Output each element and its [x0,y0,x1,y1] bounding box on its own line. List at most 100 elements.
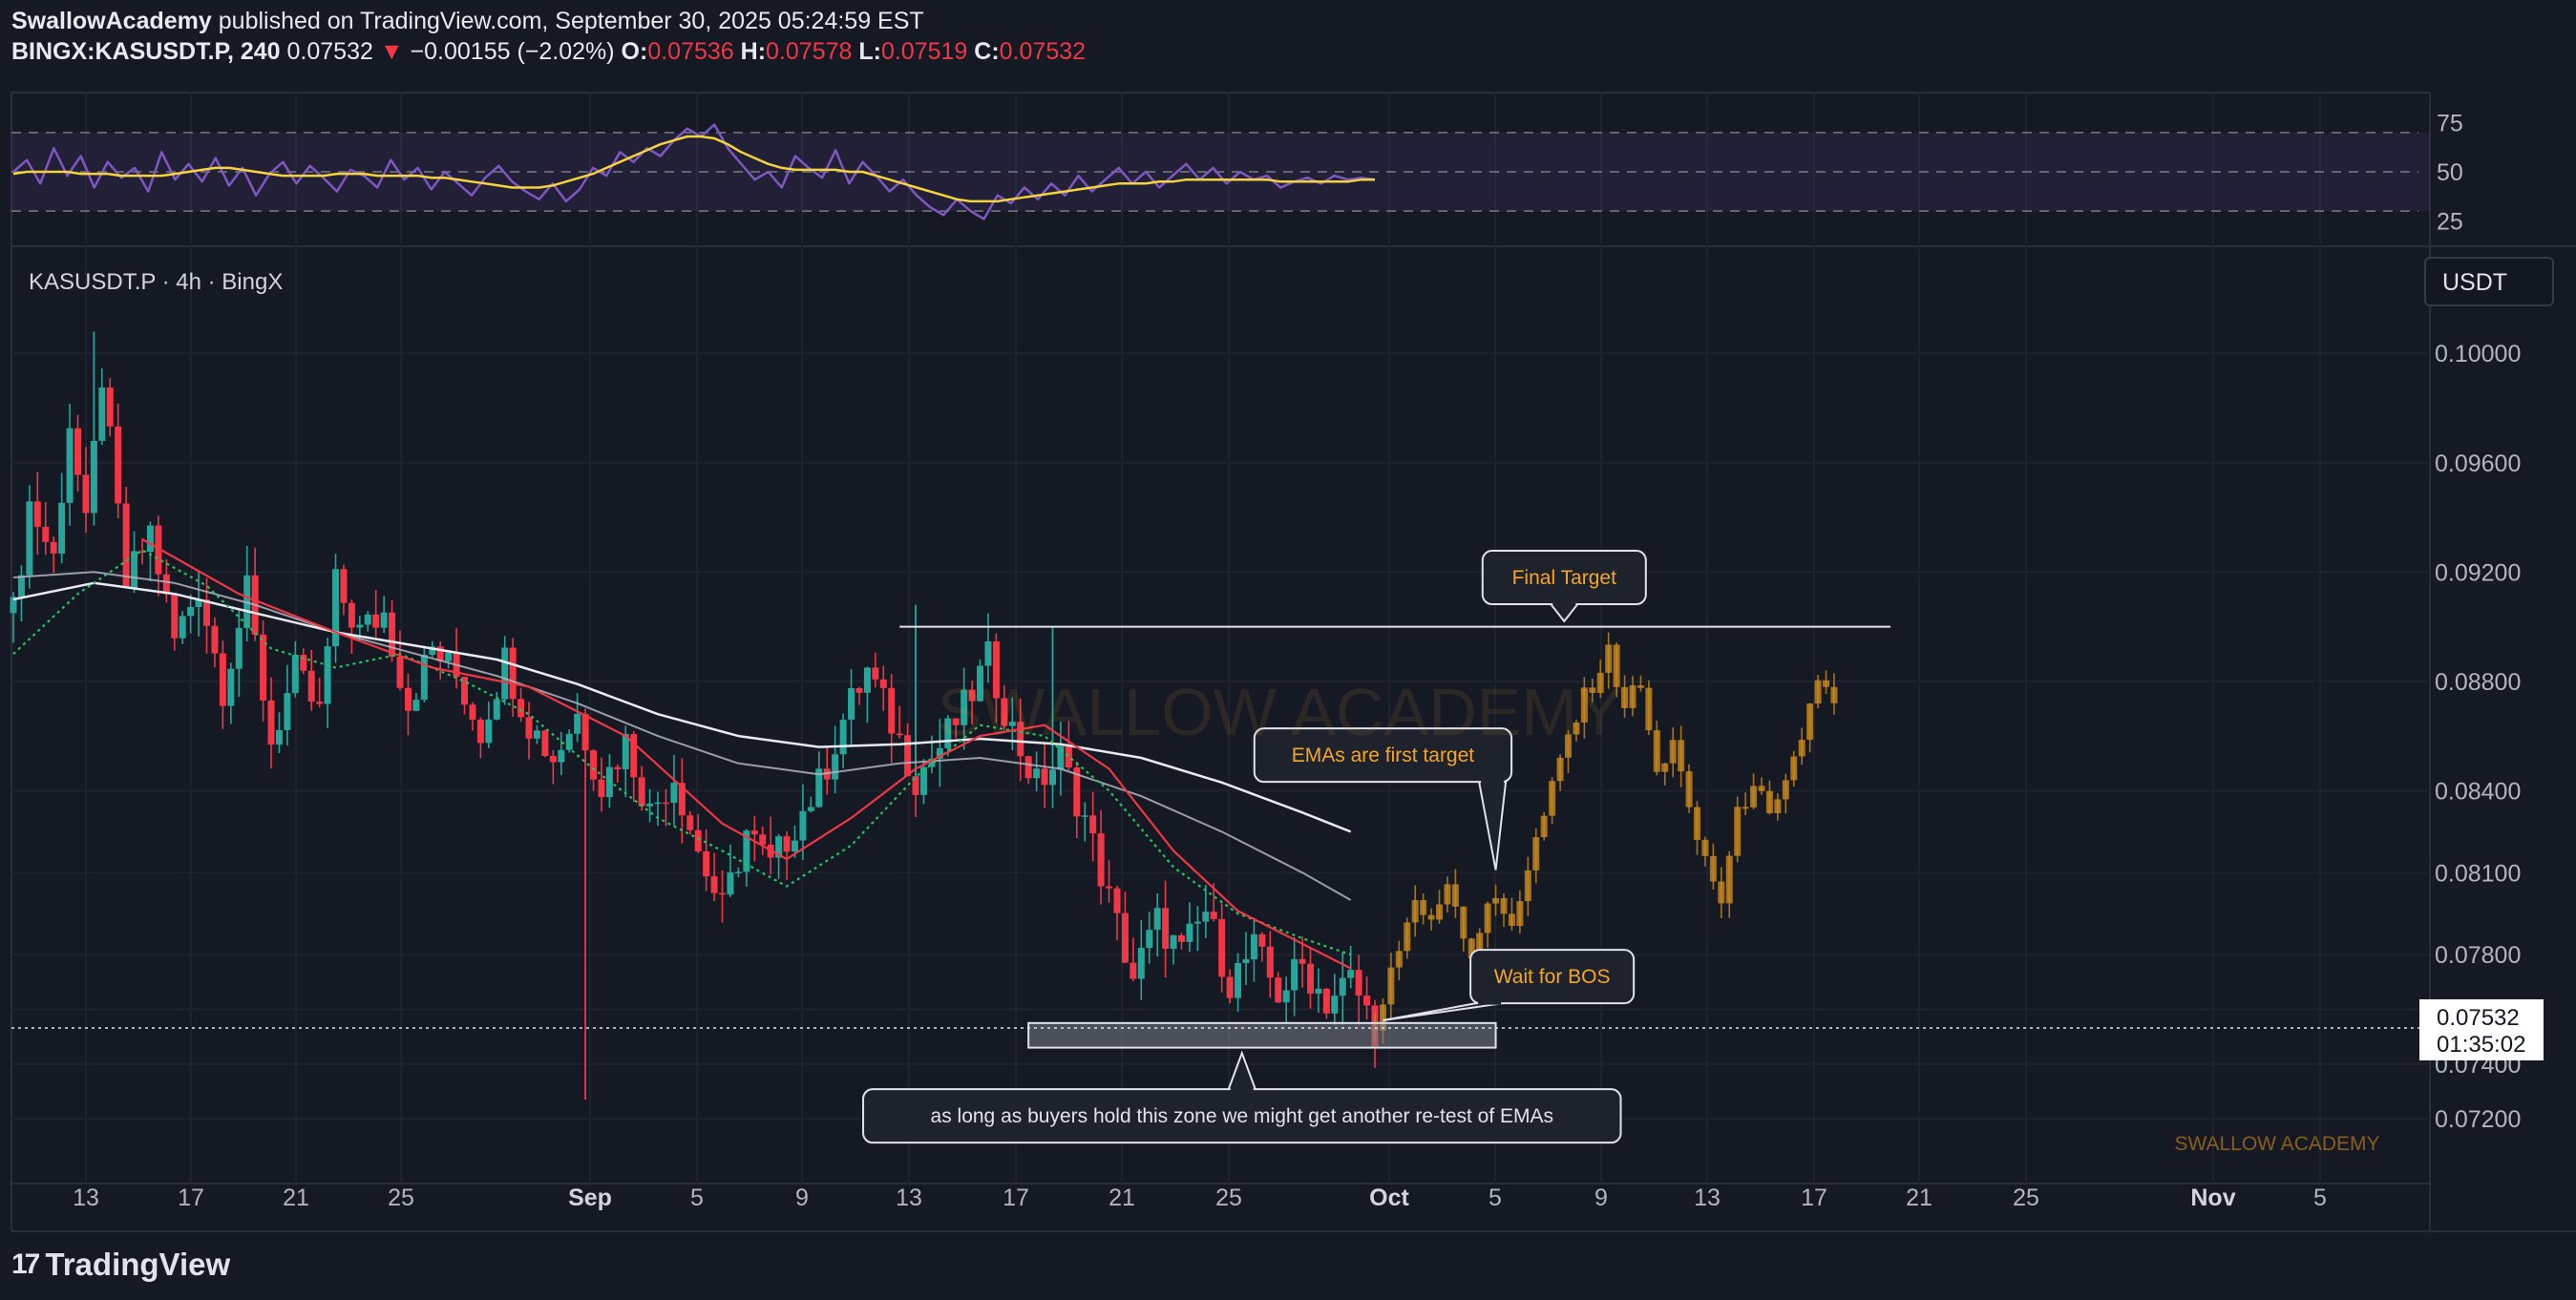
candle-body [275,730,283,745]
price-change: −0.00155 (−2.02%) [403,38,622,65]
candle-body [1315,988,1322,995]
candle-body [919,766,927,795]
candle-body [155,525,162,575]
candle-body [1153,908,1161,931]
projection-candle [1750,786,1758,807]
candle-body [98,388,106,441]
projection-candle [1636,685,1644,688]
candle-body [1057,745,1065,770]
candle-body [74,428,82,475]
candle-body [879,679,887,688]
candle-body [549,756,557,763]
grid [11,92,2576,1232]
candle-body [340,569,348,603]
candle-body [332,569,340,647]
candle-body [710,876,718,893]
candle-body [783,836,791,852]
candle-body [461,677,469,705]
candle-body [1210,912,1217,919]
close-value: 0.07532 [999,38,1087,65]
ema-fast-line [141,538,1352,970]
candle-body [614,766,622,770]
currency-label: USDT [2442,269,2507,296]
projection-candle [1524,870,1531,902]
candle-body [485,719,493,744]
candle-body [1162,908,1170,950]
candle-body [1106,886,1113,889]
rsi-axis-label: 50 [2437,159,2463,186]
projection-candle [1484,903,1491,933]
projection-candle [1782,780,1789,800]
candle-body [1137,948,1145,979]
price-tag-value: 0.07532 [2437,1005,2520,1031]
price-panel[interactable] [10,331,2431,1100]
projection-candle [1565,734,1573,758]
candle-body [429,646,436,656]
candle-body [284,693,291,731]
annotation-callout: as long as buyers hold this zone we migh… [862,1050,1622,1144]
candle-body [1242,959,1250,963]
candle-body [58,502,66,554]
candle-body [42,526,50,542]
candle-body [807,807,814,811]
candle-body [961,689,968,725]
candle-body [832,754,839,780]
candle-body [324,646,331,704]
ohlc-bar: BINGX:KASUSDT.P, 240 0.07532 ▼ −0.00155 … [11,38,1086,66]
candle-body [1266,946,1274,978]
annotations: Final Target EMAs are first target Wait fo… [862,550,1647,1144]
candle-body [1235,962,1242,998]
projection-candle [1701,839,1709,856]
rsi-line [12,123,1376,220]
candle-body [517,699,525,718]
currency-button[interactable] [2424,257,2554,306]
projection-candle [1725,855,1733,904]
callout-pointer [1227,1050,1257,1091]
candle-body [1081,815,1088,817]
candle-body [412,700,420,711]
candle-body [1331,996,1339,1014]
candle-body [509,647,517,700]
time-axis-label: Sep [568,1185,612,1211]
callout-box [1469,949,1636,1005]
candle-body [662,802,669,805]
close-label: C: [967,38,1000,65]
candle-body [727,872,734,895]
candle-body [968,689,976,702]
candle-body [404,687,412,711]
annotation-callout: Wait for BOS [1383,949,1636,1021]
candle-body [1202,912,1210,922]
candle-body [590,750,598,780]
time-axis-label: 25 [388,1185,414,1211]
pane-symbol-label: KASUSDT.P · 4h · BingX [29,269,283,295]
candle-body [1089,815,1097,834]
price-axis-label: 0.08800 [2435,669,2521,696]
ema-slow-line [12,581,1352,833]
candle-body [316,702,324,704]
candle-body [541,730,549,757]
candle-body [219,653,226,706]
rsi-axis-label: 25 [2437,208,2463,235]
time-axis-label: 5 [1489,1185,1502,1211]
tradingview-logo[interactable]: 17 TradingView [11,1247,230,1283]
symbol-label[interactable]: BINGX:KASUSDT.P, 240 [11,38,281,65]
candle-body [1363,996,1371,1006]
author-name[interactable]: SwallowAcademy [11,8,212,34]
candle-body [348,602,355,628]
time-axis-label: 17 [1801,1185,1827,1211]
projection-candle [1596,672,1604,693]
price-tag-countdown: 01:35:02 [2437,1032,2525,1058]
candle-body [1186,923,1193,942]
projection-candle [1500,898,1508,914]
candle-body [992,640,1000,699]
projection-candle [1621,686,1629,708]
time-axis-label: 17 [178,1185,204,1211]
candle-body [1347,970,1355,978]
projection-candle [1532,837,1540,870]
candle-body [1097,833,1105,887]
projection-candle [1661,763,1669,772]
support-zone [1027,1021,1497,1049]
projection-candle [1685,771,1693,807]
projection-candle [1444,884,1451,905]
